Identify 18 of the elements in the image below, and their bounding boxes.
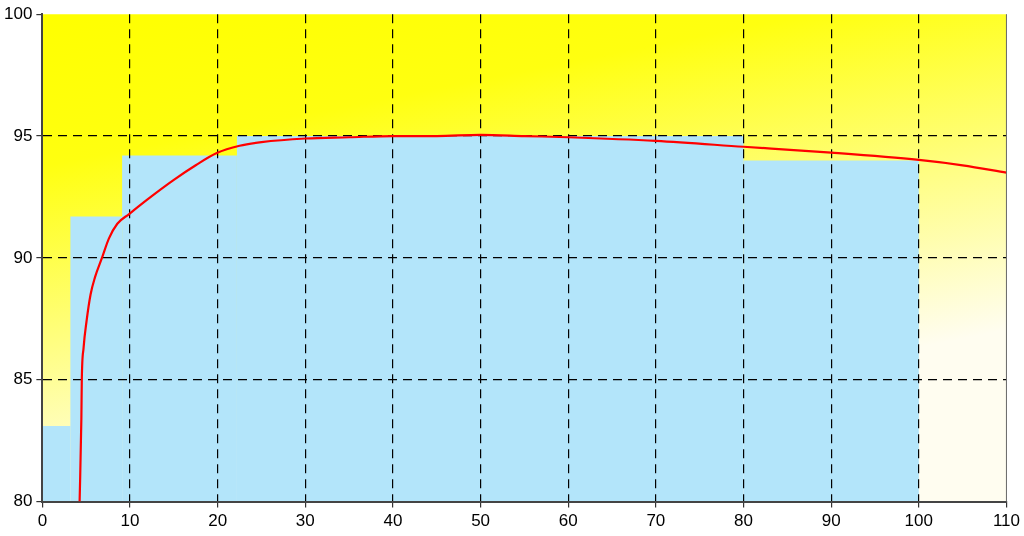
x-tick-label: 90 (821, 511, 841, 531)
x-tick-label: 20 (208, 511, 228, 531)
x-tick-label: 30 (295, 511, 315, 531)
x-tick-label: 50 (471, 511, 491, 531)
x-tick-label: 70 (646, 511, 666, 531)
y-tick-label: 80 (13, 491, 33, 511)
x-tick-label: 40 (383, 511, 403, 531)
x-tick-label: 10 (120, 511, 140, 531)
y-tick-label: 85 (13, 369, 33, 389)
y-tick-label: 90 (13, 247, 33, 267)
x-tick-label: 80 (734, 511, 753, 531)
x-tick-label: 0 (37, 511, 48, 531)
y-tick-label: 95 (13, 125, 33, 145)
y-tick-label: 100 (3, 3, 33, 23)
x-tick-label: 110 (992, 511, 1020, 531)
line-series (78, 133, 1007, 502)
x-tick-label: 60 (558, 511, 578, 531)
x-tick-label: 100 (904, 511, 933, 531)
